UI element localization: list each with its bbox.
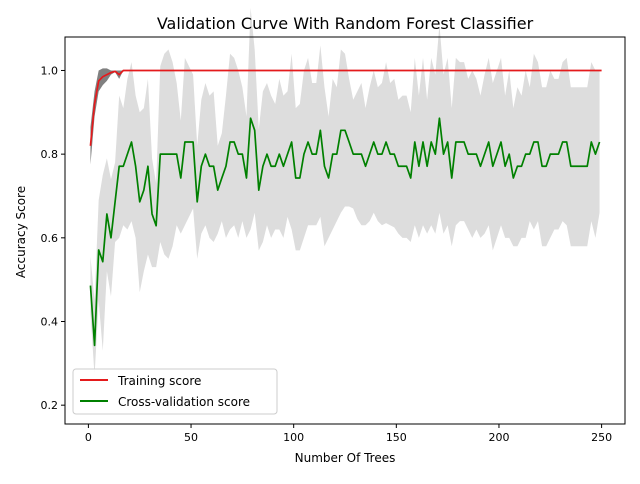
confidence-bands [90,7,602,376]
series-lines [89,69,602,347]
y-tick-label: 1.0 [41,64,59,77]
x-axis-label: Number Of Trees [295,451,396,465]
y-tick-label: 0.8 [41,148,59,161]
training-score-line [89,69,602,146]
y-tick-label: 0.2 [41,399,59,412]
x-tick-label: 100 [283,431,304,444]
legend: Training score Cross-validation score [72,368,278,415]
x-axis: 0 50 100 150 200 250 [85,424,612,444]
cross-validation-score-band [90,7,600,376]
y-tick-label: 0.4 [41,315,59,328]
y-tick-label: 0.6 [41,232,59,245]
cross-validation-score-line [89,117,601,347]
x-tick-label: 150 [386,431,407,444]
x-tick-label: 50 [184,431,198,444]
plot-frame [64,36,626,425]
legend-label-training: Training score [117,374,201,388]
x-tick-label: 250 [591,431,612,444]
legend-box [72,368,278,415]
y-axis-label: Accuracy Score [14,186,28,278]
x-tick-label: 0 [85,431,92,444]
y-axis: 0.2 0.4 0.6 0.8 1.0 [41,64,65,412]
chart-title: Validation Curve With Random Forest Clas… [157,14,534,33]
x-tick-label: 200 [488,431,509,444]
legend-label-cross-validation: Cross-validation score [118,395,250,409]
